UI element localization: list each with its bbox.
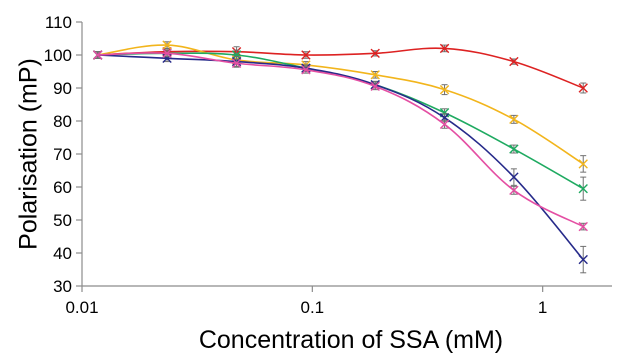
data-point-marker [93, 50, 103, 60]
data-point-marker [509, 56, 519, 67]
data-point-marker [509, 114, 519, 125]
series-line [97, 52, 584, 228]
series-line [97, 52, 584, 190]
data-point-marker [370, 48, 380, 59]
y-tick-label: 50 [53, 211, 72, 230]
x-tick-label: 0.01 [65, 298, 98, 317]
y-tick-label: 80 [53, 112, 72, 131]
series-line [97, 54, 584, 261]
y-tick-label: 110 [45, 13, 72, 32]
data-point-marker [509, 185, 519, 195]
data-point-marker [162, 40, 172, 50]
data-point-marker [439, 43, 450, 54]
y-tick-label: 100 [44, 46, 72, 65]
data-point-marker [370, 70, 380, 80]
y-axis-title: Polarisation (mP) [15, 58, 43, 250]
x-tick-label: 0.1 [301, 298, 325, 317]
data-point-marker [578, 221, 588, 232]
axis-ticks: 30 40 50 60 70 80 90 100 110 0.01 0.1 1 [44, 13, 548, 317]
series-line [97, 47, 584, 89]
data-point-marker [578, 254, 588, 265]
data-point-marker [439, 119, 450, 129]
data-point-marker [578, 159, 588, 169]
y-tick-label: 90 [53, 79, 72, 98]
x-tick-label: 1 [538, 298, 547, 317]
y-tick-label: 70 [53, 145, 72, 164]
y-tick-label: 60 [53, 178, 72, 197]
x-axis-title: Concentration of SSA (mM) [199, 326, 503, 354]
series-5 [93, 48, 588, 232]
data-point-marker [231, 50, 242, 60]
data-point-marker [162, 48, 172, 59]
data-point-marker [578, 183, 588, 194]
data-point-marker [509, 144, 519, 154]
y-tick-label: 30 [53, 277, 72, 296]
data-point-marker [301, 65, 311, 75]
data-point-marker [509, 172, 519, 182]
data-point-marker [370, 81, 380, 92]
data-point-marker [439, 84, 450, 95]
data-point-marker [578, 83, 588, 93]
y-tick-label: 40 [53, 244, 72, 263]
data-point-marker [301, 50, 311, 60]
data-point-marker [231, 58, 242, 68]
series-4 [93, 50, 588, 274]
chart-marks [93, 40, 588, 274]
